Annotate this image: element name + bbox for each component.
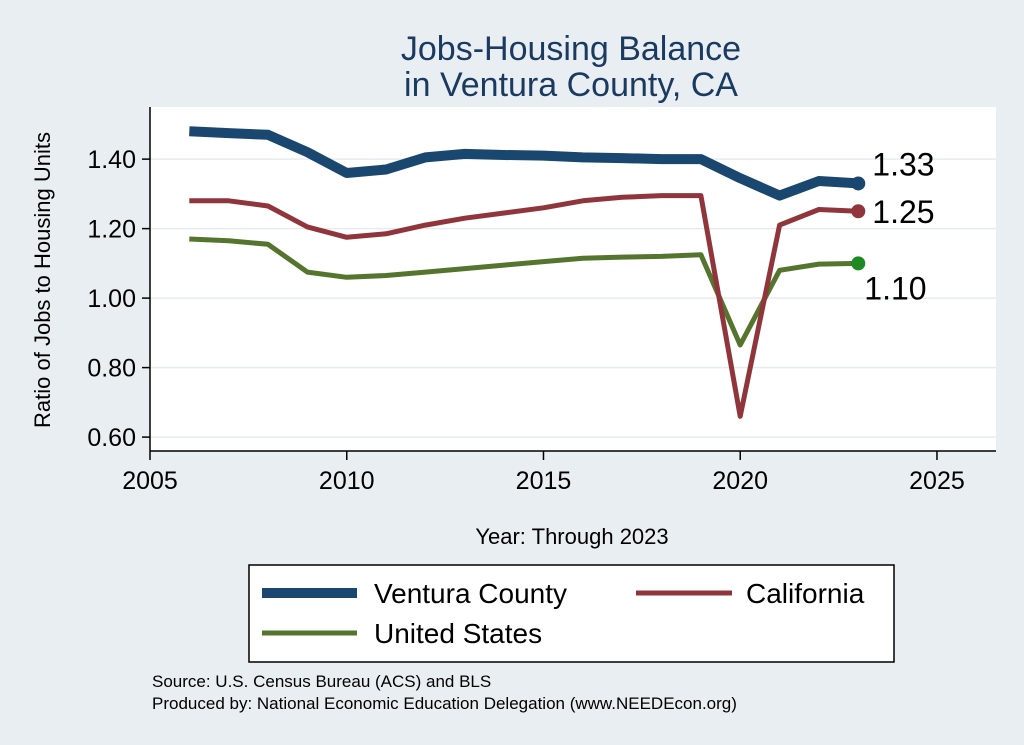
y-tick-label-0: 0.60: [87, 424, 136, 452]
chart-title-line-1: Jobs-Housing Balance: [401, 30, 741, 68]
legend-label-united-states: United States: [374, 618, 542, 649]
legend-box: [248, 564, 895, 663]
gridlines: [150, 158, 996, 438]
y-tick-label-4: 1.40: [87, 146, 136, 174]
series-lines: [189, 126, 859, 419]
x-axis-title: Year: Through 2023: [475, 524, 668, 549]
y-tick-label-3: 1.20: [87, 216, 136, 244]
x-tick-label-3: 2020: [712, 467, 768, 495]
legend-label-california: California: [746, 578, 865, 609]
legend-label-ventura-county: Ventura County: [374, 578, 567, 609]
series-line-united-states: [189, 236, 859, 348]
y-axis-title: Ratio of Jobs to Housing Units: [30, 132, 55, 428]
end-label-united-states: 1.10: [864, 270, 926, 306]
end-marker-california: [851, 204, 866, 219]
y-tick-label-2: 1.00: [87, 285, 136, 313]
source-note: Source: U.S. Census Bureau (ACS) and BLS: [152, 672, 491, 691]
x-tick-label-1: 2010: [319, 467, 375, 495]
x-tick-label-4: 2025: [909, 467, 965, 495]
end-label-california: 1.25: [872, 194, 934, 230]
producer-note: Produced by: National Economic Education…: [152, 694, 737, 713]
series-line-california: [189, 193, 859, 419]
plot-area: [150, 107, 996, 451]
end-marker-united-states: [851, 256, 866, 271]
legend: Ventura County California United States: [248, 564, 895, 663]
chart-title-line-2: in Ventura County, CA: [404, 66, 738, 104]
series-line-ventura-county: [189, 126, 859, 201]
axes: 0.60 0.80 1.00 1.20 1.40 2005 2010 2015 2020 2025: [87, 107, 996, 495]
x-tick-label-0: 2005: [122, 467, 178, 495]
end-marker-ventura-county: [851, 176, 866, 191]
x-tick-label-2: 2015: [516, 467, 572, 495]
y-tick-label-1: 0.80: [87, 355, 136, 383]
end-label-ventura-county: 1.33: [872, 146, 934, 182]
end-labels: 1.33 1.25 1.10: [851, 146, 935, 306]
